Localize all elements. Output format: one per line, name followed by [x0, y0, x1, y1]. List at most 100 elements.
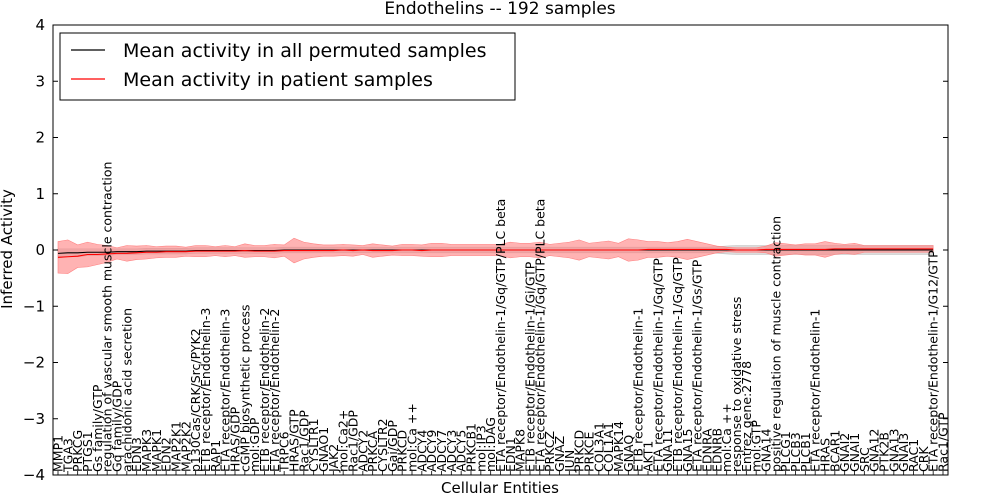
- x-tick-label: CRK: [916, 446, 931, 472]
- x-tick-label: RAC1: [906, 439, 921, 472]
- x-tick-label: mol:GDP: [247, 417, 262, 472]
- x-tick-label: MAP2K1: [169, 421, 184, 472]
- x-tick-label: PRKCD: [395, 430, 410, 472]
- x-tick-label: GNAQ: [621, 435, 636, 472]
- x-tick-label: mol:Ca ++: [405, 403, 420, 472]
- x-tick-label: GNAI2: [837, 433, 852, 472]
- x-tick-label: GNA15: [680, 429, 695, 473]
- x-tick-label: ETA receptor/Endothelin-1/Gq/GTP/PLC bet…: [532, 199, 547, 472]
- x-tick-label: mol:Ca2+: [336, 410, 351, 472]
- x-tick-label: ETA receptor/Endothelin-2: [267, 309, 282, 472]
- x-tick-label: GNAZ: [552, 436, 567, 472]
- x-tick-label: PLCG1: [778, 431, 793, 472]
- x-tick-label: HRAS/GTP: [287, 409, 302, 472]
- x-tick-label: p130Cas/CRK/Src/PYK2: [188, 328, 203, 472]
- x-tick-label: GNA13: [886, 429, 901, 473]
- x-tick-label: MAPK8: [513, 429, 528, 472]
- x-tick-label: ETA receptor/Endothelin-1/G12/GTP: [926, 250, 941, 472]
- x-tick-label: Gai/GDP: [385, 420, 400, 472]
- y-axis: 4 3 2 1 0 −1 −2 −3 −4: [23, 16, 948, 484]
- x-tick-label: positive regulation of muscle contractio…: [768, 216, 783, 472]
- legend-box: [59, 32, 516, 101]
- x-tick-label: ADCY4: [414, 430, 429, 472]
- x-tick-label: GNA11: [660, 429, 675, 473]
- x-tick-label: EDN2: [159, 437, 174, 472]
- x-tick-label: ETA receptor/Endothelin-1/Gq/GTP/PLC bet…: [493, 199, 508, 472]
- band-patient: [57, 237, 934, 274]
- y-tick-label: −4: [23, 466, 45, 484]
- x-tick-label: COL3A1: [591, 422, 606, 472]
- y-tick-label: 0: [35, 241, 45, 259]
- x-tick-label: GNA14: [759, 428, 774, 472]
- x-tick-label: PRKCD: [572, 430, 587, 472]
- legend: Mean activity in all permuted samples Me…: [59, 32, 516, 101]
- x-tick-label: Rac1/GTP: [936, 412, 951, 472]
- x-tick-label: ETB receptor/Endothelin-1/Gi/GTP: [523, 261, 538, 472]
- x-tick-label: ADCY7: [434, 430, 449, 472]
- x-tick-label: arachidonic acid secretion: [119, 308, 134, 472]
- x-tick-label: regulation of vascular smooth muscle con…: [100, 162, 115, 472]
- x-tick-label: PTK2B: [877, 432, 892, 472]
- x-tick-label: JUN: [562, 450, 577, 473]
- x-tick-label: SRC: [857, 447, 872, 472]
- x-tick-label: COL1A1: [601, 422, 616, 472]
- x-tick-label: ADCY3: [444, 430, 459, 472]
- y-tick-label: 1: [35, 185, 45, 203]
- x-tick-label: Rac1/GDP: [296, 410, 311, 472]
- x-tick-label: Rac1/GDP: [346, 410, 361, 472]
- confidence-bands: [57, 237, 934, 274]
- y-axis-label: Inferred Activity: [0, 189, 16, 309]
- x-tick-label: mol:Ca ++: [719, 403, 734, 472]
- legend-label-permuted: Mean activity in all permuted samples: [123, 40, 486, 62]
- x-tick-label: EDNRB: [709, 428, 724, 472]
- x-tick-label: PRKCB1: [464, 423, 479, 472]
- x-tick-label: response to oxidative stress: [729, 297, 744, 472]
- x-tick-label: ETA receptor/Endothelin-1/Gs/GTP: [690, 259, 705, 472]
- y-tick-label: 4: [35, 16, 45, 34]
- x-tick-label: Gs family/GTP: [90, 384, 105, 472]
- legend-label-patient: Mean activity in patient samples: [123, 69, 433, 91]
- x-tick-label: ETA receptor/Endothelin-1: [808, 309, 823, 472]
- y-tick-label: 2: [35, 129, 45, 147]
- x-tick-label: MMP1: [51, 435, 66, 472]
- x-tick-label: PRKCE: [582, 432, 597, 472]
- x-axis-label: Cellular Entities: [441, 479, 559, 497]
- y-tick-label: −2: [23, 354, 45, 372]
- x-tick-label: MAPK1: [149, 429, 164, 472]
- x-tick-label: EDN1: [503, 437, 518, 472]
- x-tick-label: PRKCZ: [542, 431, 557, 472]
- x-tick-label: JAK2: [326, 444, 341, 473]
- x-tick-label: GNAO1: [316, 427, 331, 472]
- x-tick-label: CYSLTR2: [375, 418, 390, 472]
- x-tick-label: mol:GTP: [749, 420, 764, 472]
- x-tick-label: MAPK14: [611, 421, 626, 472]
- y-tick-label: −3: [23, 410, 45, 428]
- x-tick-label: ADCY9: [424, 430, 439, 472]
- x-tick-label: EDN3: [129, 437, 144, 472]
- x-tick-label: ADCY5: [454, 430, 469, 472]
- x-tick-label: PRKCA: [365, 431, 380, 472]
- x-tick-label: BCAR1: [827, 430, 842, 472]
- x-tick-label: AKT1: [641, 441, 656, 472]
- y-tick-label: −1: [23, 297, 45, 315]
- x-tick-label: HRAS: [818, 438, 833, 472]
- x-tick-label: TGA3: [60, 438, 75, 473]
- x-tick-label: ETB receptor/Endothelin-2: [257, 308, 272, 472]
- x-tick-label: EDNRA: [700, 428, 715, 472]
- x-tick-label: ETB receptor/Endothelin-3: [198, 308, 213, 472]
- x-tick-label: GNA12: [867, 429, 882, 473]
- x-tick-label: mol:IP3: [473, 425, 488, 472]
- y-tick-label: 3: [35, 72, 45, 90]
- series-lines: [57, 248, 934, 258]
- x-tick-label: Gq family/GDP: [110, 380, 125, 472]
- chart-title: Endothelins -- 192 samples: [384, 0, 615, 19]
- x-tick-label: MAPK3: [139, 429, 154, 472]
- x-tick-label: PLCB3: [788, 432, 803, 472]
- x-tick-label: ETB receptor/Endothelin-1: [631, 308, 646, 472]
- x-tick-label: GNAI3: [896, 433, 911, 472]
- x-tick-label: cGMP biosynthetic process: [237, 304, 252, 472]
- x-tick-label: ADCY2: [355, 430, 370, 472]
- x-tick-label: HRAS/GDP: [228, 406, 243, 472]
